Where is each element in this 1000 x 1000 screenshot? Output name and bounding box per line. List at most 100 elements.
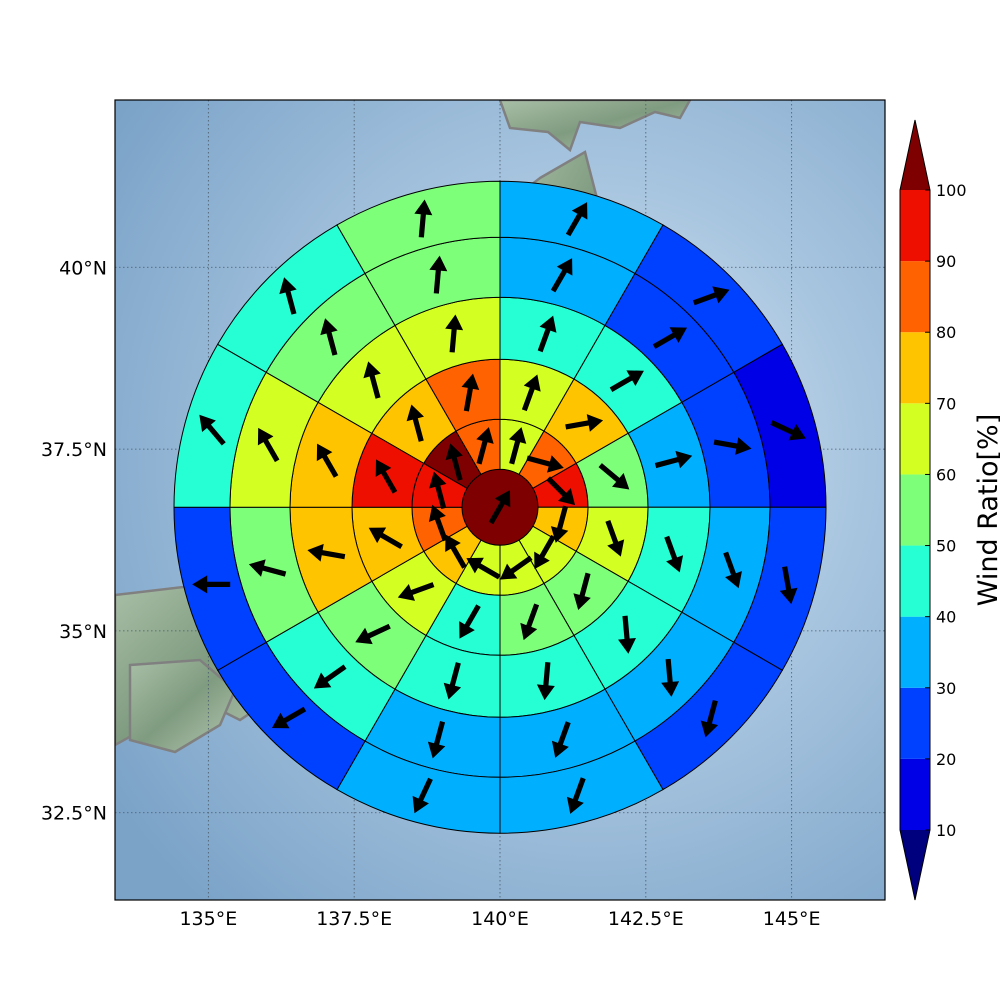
wind-arrow-ring6-1 (692, 286, 730, 306)
wind-arrow-ring2-6 (466, 557, 501, 580)
lat-tick-label: 32.5°N (41, 803, 107, 825)
wind-arrows (192, 199, 806, 814)
wind-arrow-ring2-8 (428, 504, 448, 542)
wind-arrow-ring6-4 (700, 699, 719, 738)
colorbar-tick-label: 90 (936, 252, 956, 271)
wind-arrow-ring5-3 (723, 551, 742, 589)
wind-arrow-ring4-11 (445, 314, 464, 353)
colorbar-tick-label: 40 (936, 608, 956, 627)
wind-arrow-ring2-7 (445, 534, 467, 569)
wind-arrow-ring3-0 (521, 374, 541, 412)
wind-arrow-ring5-6 (427, 721, 446, 759)
wind-arrow-ring6-2 (770, 420, 806, 441)
wind-arrow-ring6-0 (565, 202, 588, 237)
wind-arrow-ring4-9 (316, 443, 339, 478)
wind-arrow-ring5-5 (551, 721, 571, 758)
wind-arrow-ring2-9 (429, 471, 447, 510)
land-shikoku (128, 658, 237, 754)
wind-arrow-ring6-6 (412, 777, 433, 814)
colorbar-bin (900, 474, 930, 546)
land-hokkaido (498, 100, 692, 153)
lon-tick-label: 140°E (471, 908, 529, 930)
colorbar-bin (900, 403, 930, 475)
wind-arrow-ring4-4 (618, 615, 637, 654)
wind-arrow-ring6-5 (566, 777, 586, 814)
colorbar-extend-min (900, 830, 930, 900)
wind-arrow-ring3-7 (397, 582, 435, 601)
wind-arrow-ring5-8 (248, 559, 287, 577)
wind-arrow-ring4-8 (307, 543, 346, 562)
colorbar-tick-label: 20 (936, 750, 956, 769)
wind-arrow-ring2-4 (534, 534, 556, 570)
colorbar-bin (900, 332, 930, 404)
wind-arrow-ring5-10 (320, 318, 338, 356)
wind-arrow-ring6-11 (414, 199, 433, 238)
wind-arrow-ring2-2 (546, 476, 576, 506)
lon-tick-label: 142.5°E (608, 908, 684, 930)
wind-arrow-ring2-0 (508, 427, 527, 465)
wind-arrow-ring3-11 (461, 373, 480, 412)
colorbar-tick-label: 100 (936, 181, 967, 200)
wind-arrow-ring5-4 (661, 658, 680, 697)
wind-arrow-ring2-1 (526, 455, 564, 473)
wind-arrow-ring3-10 (406, 404, 424, 442)
colorbar-bin (900, 616, 930, 688)
wind-arrow-ring6-3 (779, 566, 798, 605)
wind-arrow-ring2-5 (499, 555, 533, 580)
wind-arrow-ring5-0 (550, 258, 573, 293)
colorbar-tick-label: 30 (936, 679, 956, 698)
colorbar-bin (900, 190, 930, 262)
wind-arrow-ring4-5 (536, 662, 555, 701)
wind-arrow-ring3-9 (375, 459, 398, 494)
colorbar-label: Wind Ratio[%] (973, 414, 1000, 606)
wind-arrow-ring3-3 (605, 519, 625, 557)
sector-ring6-11 (336, 180, 501, 275)
colorbar-tick-label: 10 (936, 821, 956, 840)
wind-arrow-ring6-8 (192, 575, 231, 594)
lon-tick-label: 145°E (763, 908, 821, 930)
latitude-tick-labels: 40°N 37.5°N 35°N 32.5°N (41, 257, 107, 824)
wind-arrow-ring2-11 (476, 427, 494, 465)
wind-arrow-ring3-4 (573, 572, 591, 611)
wind-arrow-ring3-6 (459, 604, 481, 639)
wind-arrow-ring2-10 (445, 443, 463, 481)
colorbar-bin (900, 545, 930, 617)
wind-arrow-ring2-3 (550, 505, 569, 543)
lat-tick-label: 40°N (59, 257, 107, 279)
wind-arrow-ring5-11 (429, 255, 448, 294)
wind-arrow-ring4-3 (664, 535, 684, 573)
wind-arrow-ring5-2 (713, 437, 752, 455)
longitude-tick-labels: 135°E 137.5°E 140°E 142.5°E 145°E (179, 908, 820, 930)
wind-arrow-ring6-7 (271, 706, 307, 729)
lon-tick-label: 135°E (179, 908, 237, 930)
wind-arrow-ring6-10 (279, 277, 297, 315)
wind-arrow-ring5-9 (257, 427, 280, 463)
wind-arrow-ring6-9 (199, 414, 226, 446)
wind-arrow-ring1-0 (488, 489, 511, 525)
lat-tick-label: 35°N (59, 621, 107, 643)
wind-arrow-ring4-7 (355, 623, 391, 645)
wind-arrow-ring5-1 (652, 327, 688, 349)
wind-arrow-ring4-6 (443, 662, 462, 700)
colorbar-bin (900, 687, 930, 759)
colorbar-tick-label: 70 (936, 394, 956, 413)
map-frame (114, 99, 886, 901)
colorbar-bin (900, 261, 930, 333)
wind-arrow-ring3-5 (520, 603, 540, 641)
colorbar-extend-max (900, 120, 930, 190)
lon-tick-label: 137.5°E (316, 908, 392, 930)
wind-arrow-ring4-1 (609, 370, 644, 392)
wind-arrow-ring4-2 (654, 450, 693, 469)
colorbar: 10 20 30 40 50 60 70 80 90 100 (899, 119, 967, 901)
wind-arrow-ring4-10 (363, 361, 381, 399)
wind-arrow-ring3-1 (565, 414, 604, 432)
wind-arrow-ring3-8 (368, 527, 403, 550)
wind-arrow-ring3-2 (598, 463, 630, 490)
colorbar-tick-label: 80 (936, 323, 956, 342)
wind-arrow-ring4-0 (537, 315, 557, 353)
colorbar-bin (900, 758, 930, 830)
lat-tick-label: 37.5°N (41, 439, 107, 461)
colorbar-tick-label: 60 (936, 465, 956, 484)
colorbar-tick-label: 50 (936, 537, 956, 556)
